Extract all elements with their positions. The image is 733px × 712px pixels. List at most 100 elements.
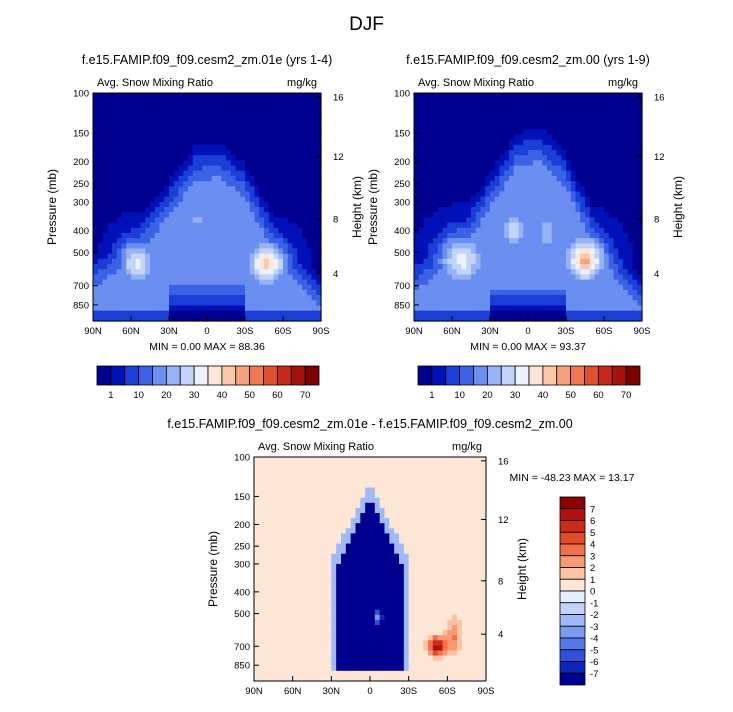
field-cell (107, 284, 113, 291)
field-cell (499, 139, 505, 146)
field-cell (485, 201, 491, 208)
field-cell (471, 103, 477, 110)
field-cell (594, 248, 600, 255)
field-cell (537, 243, 543, 250)
field-cell (292, 487, 299, 494)
field-cell (102, 222, 108, 229)
field-cell (447, 139, 453, 146)
field-cell (442, 295, 448, 301)
field-cell (254, 635, 260, 641)
field-cell (173, 295, 180, 301)
field-cell (126, 165, 132, 172)
field-cell (268, 502, 274, 509)
field-cell (207, 248, 213, 255)
field-cell (221, 243, 227, 250)
field-cell (102, 264, 108, 270)
field-cell (537, 98, 543, 104)
field-cell (316, 289, 322, 296)
field-cell (442, 232, 448, 239)
field-cell (173, 186, 180, 193)
field-cell (637, 170, 643, 177)
field-cell (183, 258, 189, 265)
field-cell (258, 563, 265, 570)
field-cell (292, 538, 299, 545)
field-cell (169, 113, 175, 120)
field-cell (589, 253, 596, 260)
field-cell (447, 264, 453, 270)
field-cell (159, 217, 165, 224)
field-cell (278, 523, 284, 529)
field-cell (154, 201, 161, 208)
field-cell (145, 289, 151, 296)
field-cell (618, 315, 624, 322)
field-cell (599, 243, 605, 250)
field-cell (273, 502, 279, 509)
field-cell (283, 165, 289, 172)
field-cell (249, 269, 256, 275)
field-cell (418, 165, 425, 172)
field-cell (428, 201, 434, 208)
field-cell (442, 212, 448, 218)
field-cell (428, 305, 434, 312)
field-cell (283, 614, 289, 621)
field-cell (126, 93, 132, 99)
field-cell (461, 300, 467, 307)
field-cell (302, 186, 308, 193)
field-cell (230, 248, 237, 255)
field-cell (259, 129, 265, 136)
field-cell (102, 103, 108, 110)
field-cell (159, 300, 165, 307)
field-cell (188, 103, 194, 110)
field-cell (452, 238, 458, 244)
field-cell (240, 170, 246, 177)
field-cell (307, 533, 313, 540)
field-cell (570, 144, 577, 151)
field-cell (183, 305, 189, 312)
field-cell (589, 243, 596, 250)
field-cell (475, 201, 482, 208)
field-cell (154, 217, 161, 224)
field-cell (258, 645, 265, 652)
field-cell (566, 93, 572, 99)
field-cell (528, 227, 534, 234)
field-cell (307, 650, 313, 657)
field-cell (594, 93, 600, 99)
field-cell (437, 191, 444, 198)
field-cell (575, 305, 581, 312)
field-cell (561, 165, 567, 172)
field-cell (97, 279, 104, 286)
field-cell (283, 457, 289, 463)
field-cell (556, 93, 562, 99)
field-cell (207, 289, 213, 296)
field-cell (561, 160, 567, 167)
field-cell (297, 472, 303, 478)
field-cell (461, 175, 467, 182)
field-cell (273, 472, 279, 478)
field-cell (135, 191, 142, 198)
field-cell (112, 243, 118, 250)
field-cell (433, 93, 439, 99)
field-cell (585, 150, 591, 156)
field-cell (433, 103, 439, 110)
field-cell (316, 614, 323, 621)
field-cell (637, 284, 643, 291)
field-cell (570, 238, 577, 244)
field-cell (273, 93, 279, 99)
field-cell (627, 253, 634, 260)
field-cell (292, 625, 299, 631)
field-cell (145, 165, 151, 172)
field-cell (461, 124, 467, 130)
field-cell (154, 222, 161, 229)
field-cell (518, 289, 524, 296)
field-cell (292, 579, 299, 585)
field-cell (321, 502, 328, 509)
field-cell (287, 295, 294, 301)
field-cell (173, 264, 180, 270)
field-cell (442, 165, 448, 172)
field-cell (433, 300, 439, 307)
field-cell (575, 191, 581, 198)
field-cell (561, 315, 567, 322)
field-cell (423, 186, 429, 193)
field-cell (164, 264, 170, 270)
field-cell (287, 599, 294, 606)
